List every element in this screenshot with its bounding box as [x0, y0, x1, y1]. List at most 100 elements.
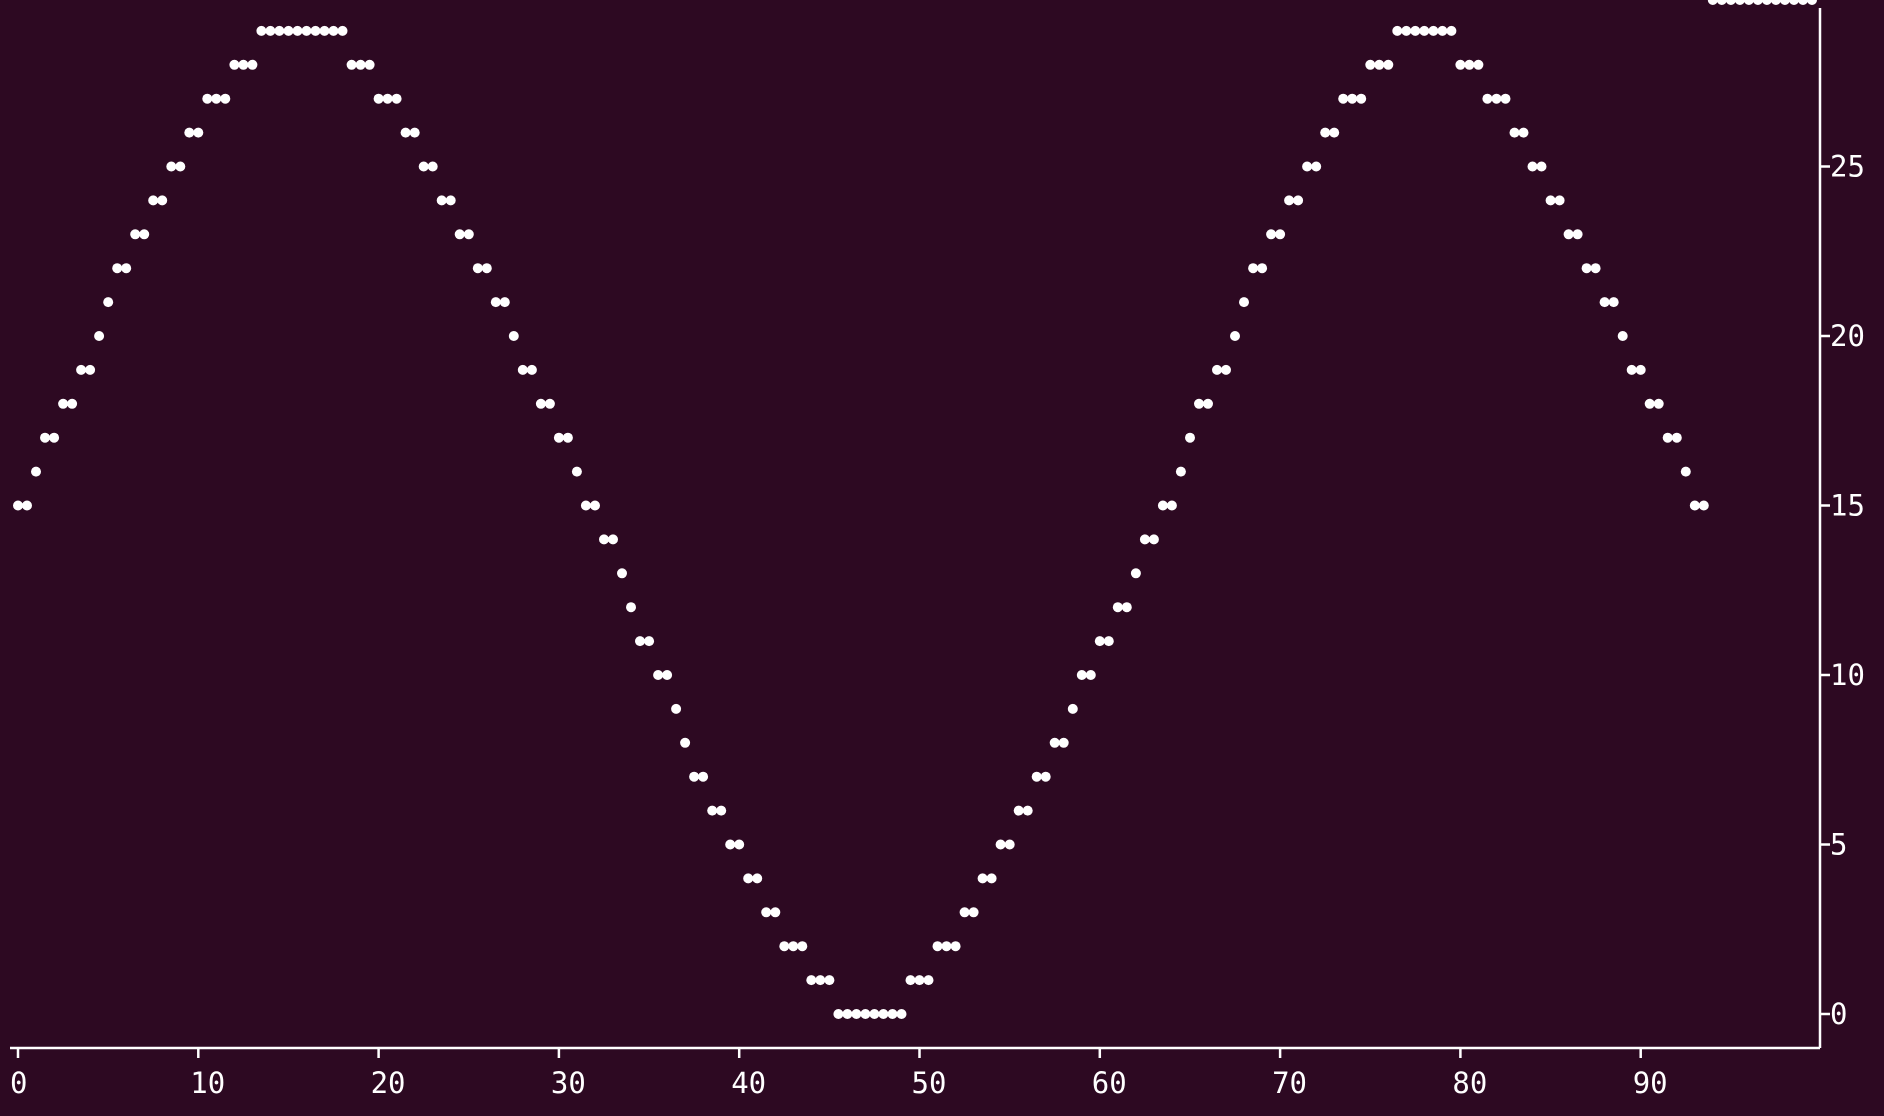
data-point	[842, 1009, 853, 1019]
data-point	[887, 1009, 898, 1019]
data-point	[1157, 500, 1168, 511]
data-point	[1698, 500, 1709, 511]
data-point	[49, 432, 60, 443]
data-point	[1049, 737, 1060, 748]
data-point	[310, 25, 321, 36]
data-point	[1608, 297, 1619, 308]
data-point	[580, 500, 591, 511]
data-point	[1500, 93, 1511, 104]
data-point	[1139, 534, 1150, 545]
data-point	[1230, 331, 1240, 341]
data-point	[373, 93, 384, 104]
data-point	[1509, 127, 1520, 138]
data-point	[166, 161, 177, 172]
data-point	[1761, 0, 1772, 5]
data-point	[1031, 771, 1042, 782]
x-tick-label: 20	[371, 1066, 406, 1100]
data-point	[472, 263, 483, 274]
data-point	[590, 500, 600, 511]
data-point	[1103, 636, 1114, 647]
data-point	[761, 907, 772, 918]
x-tick-label: 70	[1272, 1066, 1307, 1100]
data-point	[355, 59, 366, 70]
y-axis-ticks: 0 5 10 15 20 25	[1820, 150, 1865, 1031]
data-point	[833, 1009, 844, 1019]
data-point	[454, 229, 465, 240]
data-point	[400, 127, 411, 138]
data-point	[301, 25, 312, 36]
x-tick-label: 50	[912, 1066, 947, 1100]
data-point	[139, 229, 150, 240]
y-tick-label: 15	[1830, 489, 1865, 523]
data-point	[85, 364, 96, 375]
data-point	[1807, 0, 1817, 5]
data-point	[1013, 805, 1024, 816]
data-point	[517, 364, 528, 375]
data-point	[1644, 398, 1655, 409]
data-point	[427, 161, 438, 172]
data-point	[130, 229, 141, 240]
data-point	[1410, 25, 1421, 36]
data-point	[815, 975, 826, 986]
x-tick-label: 80	[1452, 1066, 1487, 1100]
data-point	[1266, 229, 1277, 240]
data-point	[1716, 0, 1727, 5]
data-point	[1743, 0, 1754, 5]
data-point	[535, 398, 546, 409]
data-point	[337, 25, 348, 36]
data-point	[1599, 297, 1610, 308]
data-point	[1239, 297, 1249, 308]
data-point	[752, 873, 763, 884]
data-point	[1590, 263, 1601, 274]
data-point	[1320, 127, 1331, 138]
data-point	[1617, 331, 1628, 341]
data-point	[1789, 0, 1799, 5]
data-point	[977, 873, 988, 884]
data-point	[869, 1009, 880, 1019]
data-point	[202, 93, 213, 104]
data-point	[1022, 805, 1033, 816]
data-point	[490, 297, 501, 308]
data-point	[734, 839, 745, 850]
data-point	[671, 703, 682, 714]
data-point	[508, 331, 519, 341]
data-point	[94, 331, 105, 341]
data-point	[698, 771, 709, 782]
data-point	[1257, 263, 1268, 274]
x-tick-label: 60	[1092, 1066, 1127, 1100]
data-point	[626, 602, 636, 613]
data-point	[1212, 364, 1222, 375]
data-point	[184, 127, 195, 138]
data-point	[1428, 25, 1439, 36]
data-points	[13, 0, 1817, 1019]
data-point	[1770, 0, 1781, 5]
data-point	[1094, 636, 1105, 647]
data-point	[292, 25, 303, 36]
data-point	[1798, 0, 1808, 5]
data-point	[553, 432, 564, 443]
x-tick-label: 10	[190, 1066, 225, 1100]
data-point	[716, 805, 727, 816]
data-point	[851, 1009, 862, 1019]
data-point	[58, 398, 69, 409]
data-point	[1572, 229, 1583, 240]
data-point	[220, 93, 231, 104]
data-point	[1221, 364, 1231, 375]
data-point	[995, 839, 1006, 850]
data-point	[1329, 127, 1340, 138]
data-point	[1374, 59, 1385, 70]
data-point	[1004, 839, 1015, 850]
data-point	[986, 873, 997, 884]
data-point	[1653, 398, 1664, 409]
data-point	[1112, 602, 1123, 613]
data-point	[436, 195, 447, 206]
data-point	[22, 500, 32, 511]
data-point	[1175, 466, 1186, 477]
data-point	[238, 59, 249, 70]
data-point	[1734, 0, 1745, 5]
data-point	[499, 297, 510, 308]
data-point	[1437, 25, 1448, 36]
x-tick-label: 30	[551, 1066, 586, 1100]
data-point	[319, 25, 330, 36]
